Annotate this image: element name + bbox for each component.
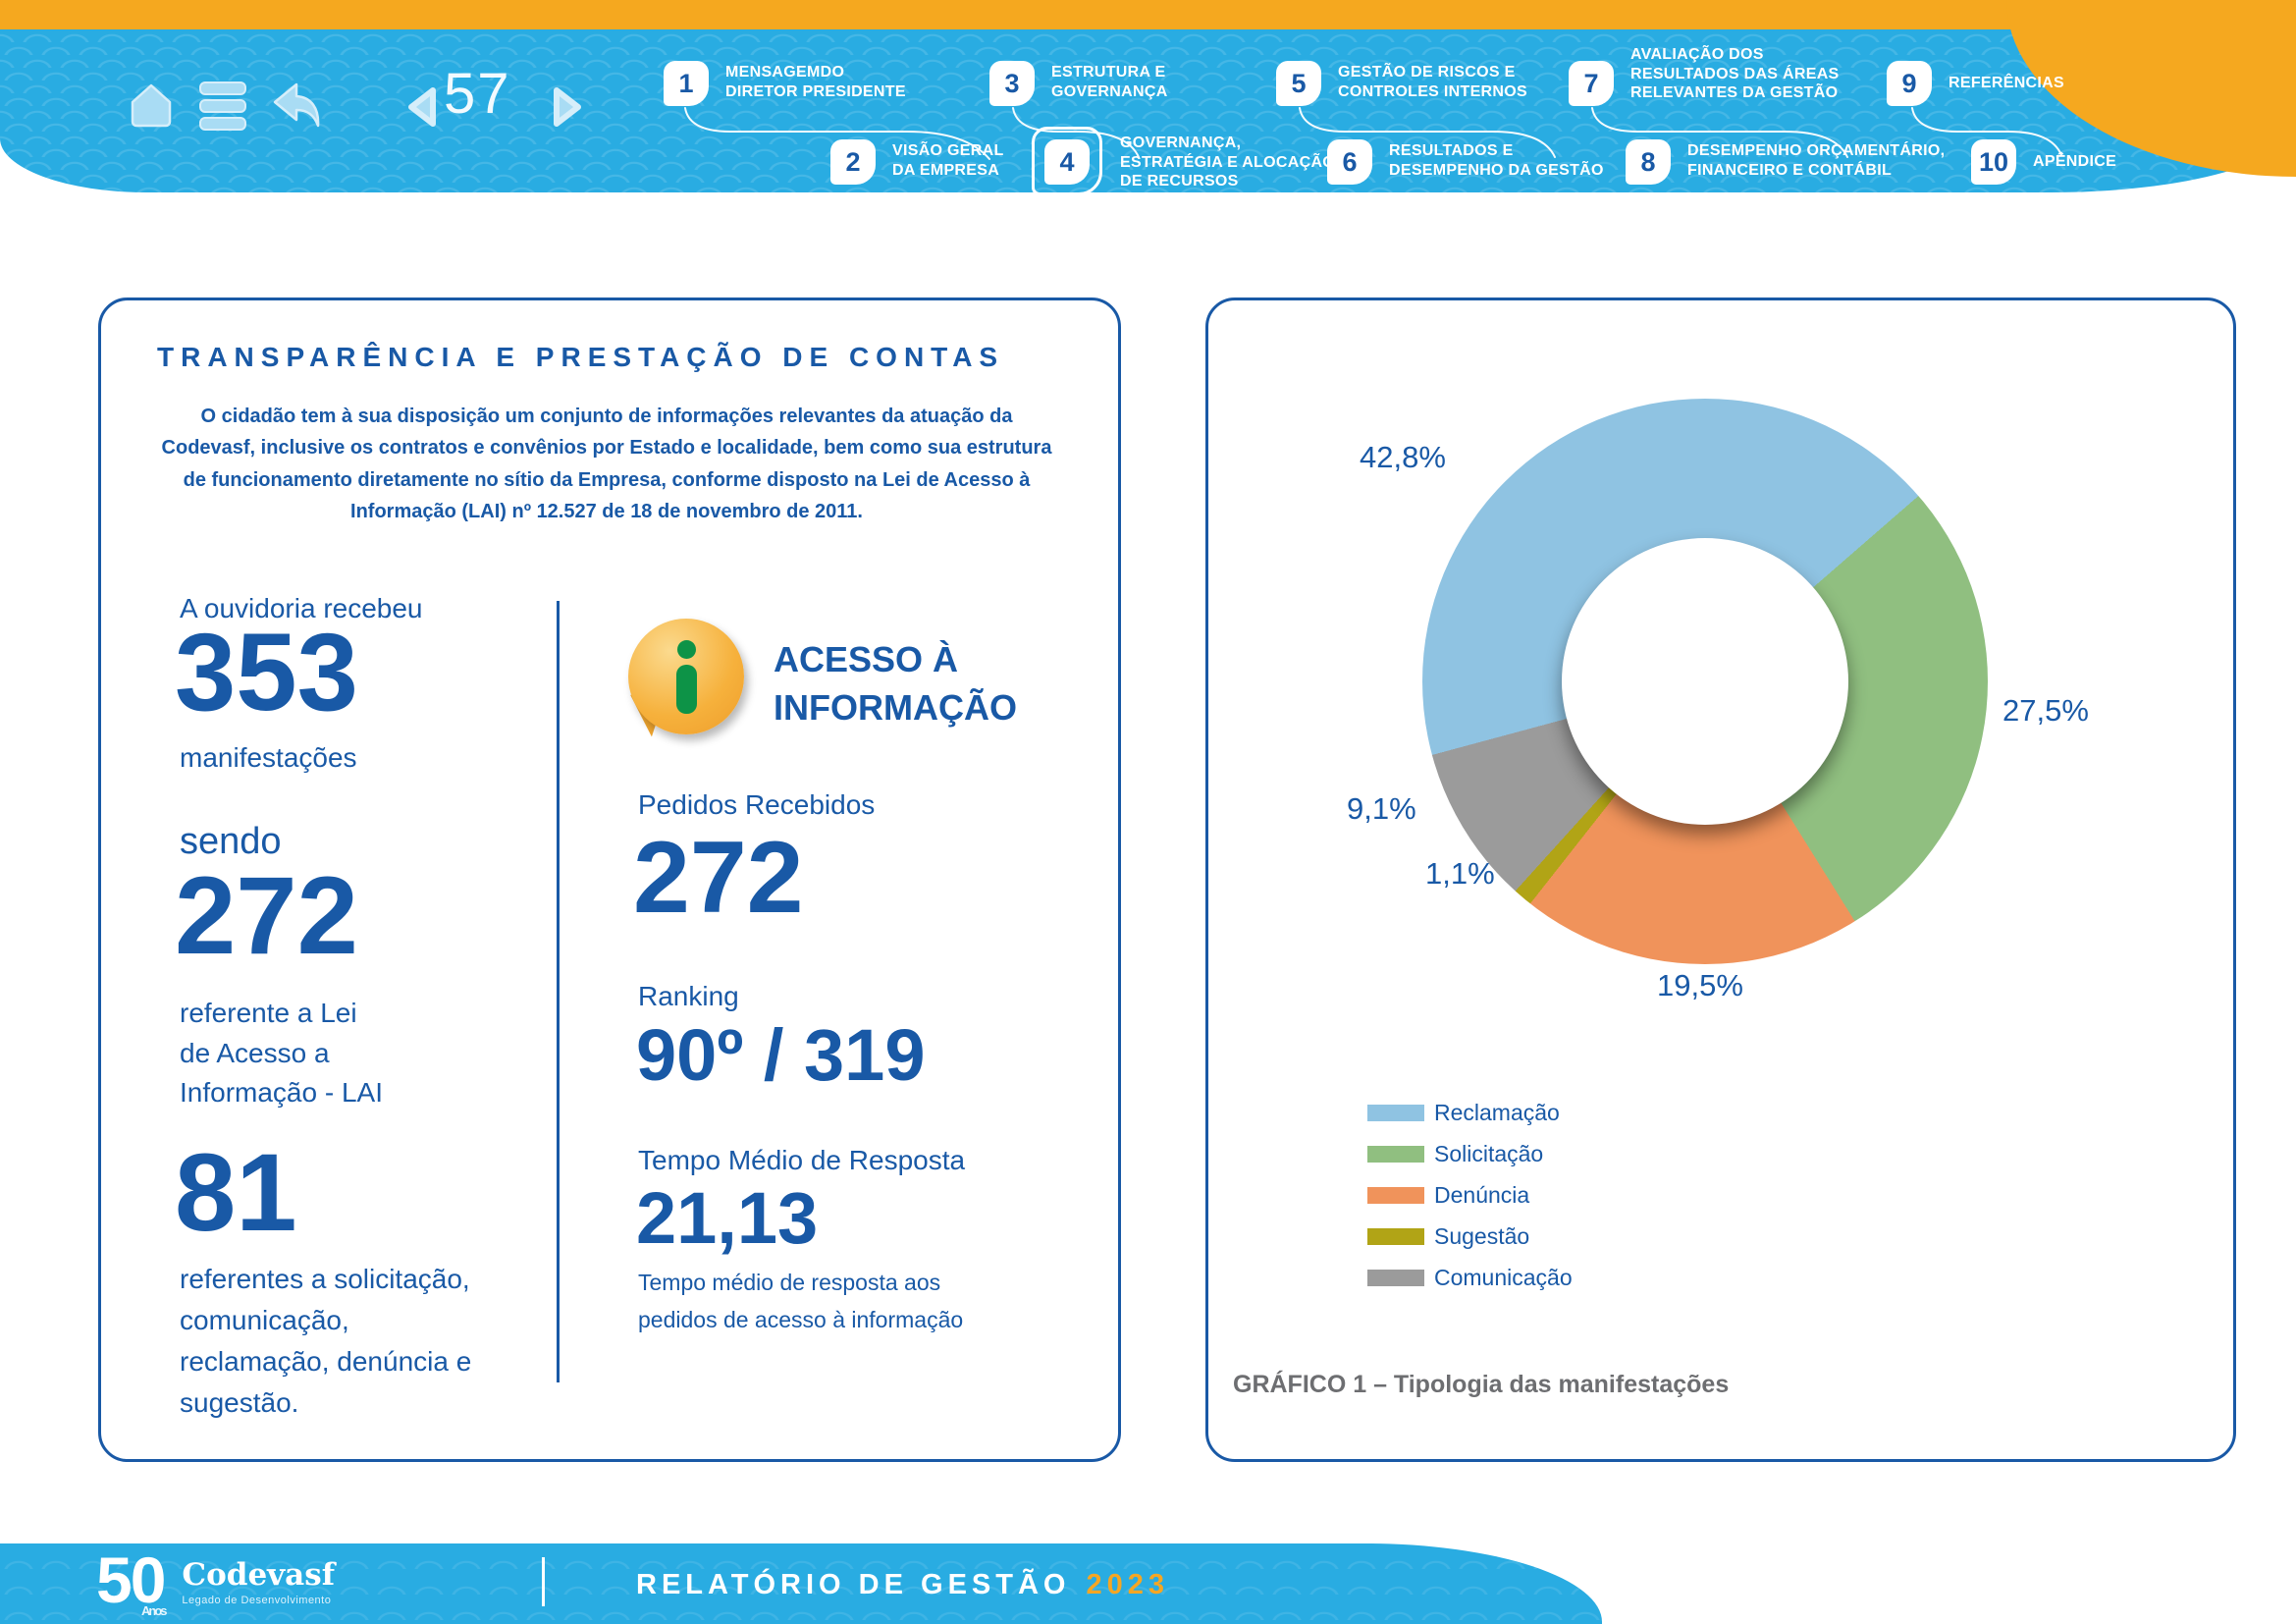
nav-label-4: GOVERNANÇA, ESTRATÉGIA E ALOCAÇÃO DE REC… (1120, 135, 1336, 190)
nav-connector-lines (684, 107, 2062, 160)
nav-item-6[interactable]: 6 RESULTADOS E DESEMPENHO DA GESTÃO (1327, 139, 1604, 185)
vertical-divider (557, 601, 560, 1382)
nav-badge-7: 7 (1569, 61, 1614, 106)
legend-label-denuncia: Denúncia (1434, 1181, 1530, 1208)
legend-swatch-comunicacao (1367, 1269, 1424, 1286)
transparency-card (98, 298, 1121, 1462)
ouvidoria-line3: sendo (180, 821, 282, 862)
report-title: RELATÓRIO DE GESTÃO 2023 (636, 1569, 1169, 1601)
nav-item-1[interactable]: 1 MENSAGEMDO DIRETOR PRESIDENTE (664, 61, 906, 106)
nav-item-8[interactable]: 8 DESEMPENHO ORÇAMENTÁRIO, FINANCEIRO E … (1626, 139, 1945, 185)
nav-label-5: GESTÃO DE RISCOS E CONTROLES INTERNOS (1338, 64, 1527, 100)
legend-item-comunicacao: Comunicação (1367, 1257, 1573, 1298)
nav-badge-3: 3 (989, 61, 1035, 106)
chart-caption: GRÁFICO 1 – Tipologia das manifestações (1233, 1371, 1730, 1398)
ouvidoria-line4: referente a Lei de Acesso a Informação -… (180, 998, 383, 1109)
footer-divider (542, 1557, 545, 1606)
nav-label-6: RESULTADOS E DESEMPENHO DA GESTÃO (1389, 142, 1604, 179)
legend-label-comunicacao: Comunicação (1434, 1264, 1573, 1290)
brand-tagline: Legado de Desenvolvimento (182, 1594, 332, 1606)
legend-item-solicitacao: Solicitação (1367, 1133, 1573, 1174)
legend-item-sugestao: Sugestão (1367, 1216, 1573, 1257)
stat-manifestacoes-total: 353 (175, 611, 358, 733)
donut-chart (1422, 399, 1988, 964)
info-i-dot (677, 640, 696, 659)
nav-badge-8: 8 (1626, 139, 1671, 185)
next-page-arrow-icon[interactable] (546, 82, 587, 132)
pedidos-recebidos-label: Pedidos Recebidos (638, 789, 876, 820)
tempo-medio-label: Tempo Médio de Resposta (638, 1145, 966, 1175)
slice-label-comunicacao: 9,1% (1347, 791, 1416, 826)
nav-item-10[interactable]: 10 APÊNDICE (1971, 139, 2116, 185)
ouvidoria-line1: A ouvidoria recebeu (180, 593, 423, 623)
info-i-bar (676, 665, 697, 714)
back-arrow-icon[interactable] (265, 81, 322, 130)
report-title-text: RELATÓRIO DE GESTÃO (636, 1569, 1071, 1600)
nav-item-5[interactable]: 5 GESTÃO DE RISCOS E CONTROLES INTERNOS (1276, 61, 1527, 106)
brand-wordmark: Codevasf (182, 1557, 336, 1594)
nav-badge-5: 5 (1276, 61, 1321, 106)
tempo-medio-note: Tempo médio de resposta aos pedidos de a… (638, 1270, 964, 1332)
nav-label-1: MENSAGEMDO DIRETOR PRESIDENTE (725, 64, 906, 100)
footer-band (0, 1543, 1602, 1624)
nav-label-2: VISÃO GERAL DA EMPRESA (892, 142, 1004, 179)
nav-item-3[interactable]: 3 ESTRUTURA E GOVERNANÇA (989, 61, 1168, 106)
nav-badge-6: 6 (1327, 139, 1372, 185)
nav-label-10: APÊNDICE (2033, 153, 2117, 170)
ouvidoria-line5: referentes a solicitação, comunicação, r… (180, 1264, 472, 1418)
legend-swatch-solicitacao (1367, 1145, 1424, 1163)
nav-item-4-current[interactable]: 4 GOVERNANÇA, ESTRATÉGIA E ALOCAÇÃO DE R… (1031, 127, 1335, 195)
legend-swatch-reclamacao (1367, 1104, 1424, 1121)
legend-label-solicitacao: Solicitação (1434, 1140, 1544, 1166)
slice-label-denuncia: 19,5% (1657, 968, 1743, 1002)
transparency-intro-paragraph: O cidadão tem à sua disposição um conjun… (161, 406, 1052, 523)
legend-label-reclamacao: Reclamação (1434, 1099, 1560, 1125)
acesso-informacao-title: ACESSO À INFORMAÇÃO (774, 639, 1017, 728)
nav-item-9[interactable]: 9 REFERÊNCIAS (1887, 61, 2064, 106)
transparency-title: TRANSPARÊNCIA E PRESTAÇÃO DE CONTAS (157, 342, 1005, 372)
info-speech-bubble-icon (619, 619, 744, 737)
nav-label-8: DESEMPENHO ORÇAMENTÁRIO, FINANCEIRO E CO… (1687, 142, 1946, 179)
legend-swatch-sugestao (1367, 1227, 1424, 1245)
nav-label-3: ESTRUTURA E GOVERNANÇA (1051, 64, 1168, 100)
page-number: 57 (444, 62, 511, 126)
slice-label-reclamacao: 42,8% (1360, 440, 1446, 474)
nav-badge-4: 4 (1044, 139, 1090, 185)
nav-label-7: AVALIAÇÃO DOS RESULTADOS DAS ÁREAS RELEV… (1630, 46, 1840, 102)
codevasf-logo: 50 Anos Codevasf Legado de Desenvolvimen… (96, 1543, 336, 1618)
logo-50-anos: 50 Anos (96, 1543, 167, 1618)
tempo-medio-value: 21,13 (636, 1177, 819, 1259)
pedidos-recebidos-value: 272 (633, 821, 804, 935)
ranking-label: Ranking (638, 981, 739, 1011)
report-year: 2023 (1086, 1569, 1169, 1600)
nav-badge-10: 10 (1971, 139, 2016, 185)
nav-label-9: REFERÊNCIAS (1949, 75, 2064, 91)
nav-badge-1: 1 (664, 61, 709, 106)
slice-label-sugestao: 1,1% (1425, 856, 1495, 891)
legend-item-reclamacao: Reclamação (1367, 1092, 1573, 1133)
nav-item-2[interactable]: 2 VISÃO GERAL DA EMPRESA (830, 139, 1004, 185)
legend-item-denuncia: Denúncia (1367, 1174, 1573, 1216)
stat-lai-total: 272 (175, 854, 358, 977)
previous-page-arrow-icon[interactable] (402, 82, 444, 132)
list-menu-icon[interactable] (198, 81, 247, 132)
nav-badge-9: 9 (1887, 61, 1932, 106)
stat-outros-total: 81 (175, 1131, 297, 1254)
nav-badge-2: 2 (830, 139, 876, 185)
slice-label-solicitacao: 27,5% (2002, 693, 2089, 728)
ouvidoria-line2: manifestações (180, 742, 357, 773)
ranking-value: 90º / 319 (636, 1014, 926, 1096)
logo-anos-text: Anos (141, 1603, 167, 1618)
legend-label-sugestao: Sugestão (1434, 1222, 1530, 1249)
chart-legend: Reclamação Solicitação Denúncia Sugestão… (1367, 1092, 1573, 1298)
home-icon[interactable] (128, 82, 175, 128)
nav-item-7[interactable]: 7 AVALIAÇÃO DOS RESULTADOS DAS ÁREAS REL… (1569, 46, 1840, 106)
donut-hole (1562, 538, 1848, 825)
legend-swatch-denuncia (1367, 1186, 1424, 1204)
